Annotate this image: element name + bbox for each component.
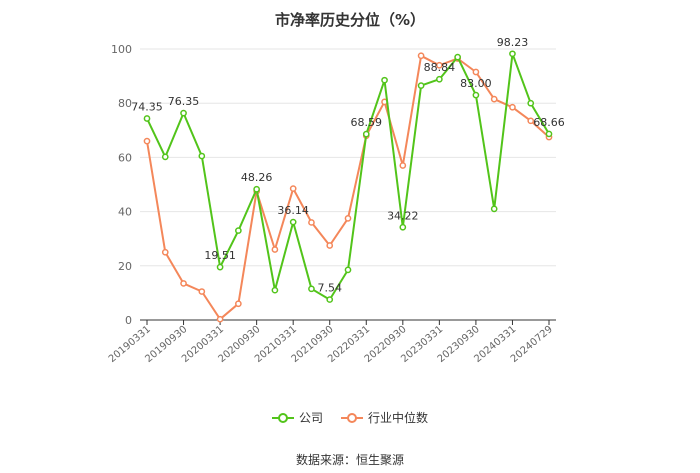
y-tick-label: 80 [118, 97, 132, 110]
data-point [545, 130, 553, 138]
data-point [436, 61, 443, 69]
data-label: 88.84 [424, 61, 456, 74]
data-point [271, 246, 279, 253]
data-point [216, 315, 224, 323]
data-point [509, 103, 516, 111]
data-point [161, 153, 169, 161]
data-point [235, 300, 242, 308]
data-label: 68.66 [533, 116, 565, 129]
data-label: 74.35 [131, 101, 163, 114]
series-lines [143, 50, 553, 323]
y-tick-label: 100 [111, 43, 132, 56]
y-tick-label: 40 [118, 206, 132, 219]
data-point [271, 286, 279, 294]
y-tick-label: 20 [118, 260, 132, 273]
data-point [454, 53, 461, 61]
legend-label: 行业中位数 [368, 411, 429, 425]
data-label: 48.26 [241, 171, 273, 184]
data-label: 34.22 [387, 209, 419, 222]
data-point [399, 223, 407, 231]
legend-label: 公司 [298, 411, 323, 425]
data-point [527, 117, 535, 125]
legend: 公司 行业中位数 [0, 409, 700, 426]
data-label: 83.00 [460, 77, 492, 90]
data-point [308, 285, 315, 293]
data-label: 98.23 [497, 36, 529, 49]
data-point [161, 248, 169, 256]
data-point [198, 152, 206, 160]
data-point [344, 215, 352, 222]
data-source-note: 数据来源：恒生聚源 [295, 453, 404, 467]
data-point [490, 95, 498, 103]
data-point [399, 162, 407, 169]
data-point [253, 185, 260, 193]
legend-item-industry-median[interactable]: 行业中位数 [341, 409, 428, 426]
data-label: 76.35 [168, 95, 200, 108]
data-point [472, 68, 480, 76]
data-label: 19.51 [204, 249, 236, 262]
data-point [326, 296, 334, 303]
data-label: 7.54 [317, 282, 342, 295]
data-point [235, 227, 242, 234]
data-point [381, 76, 388, 84]
data-point [143, 115, 151, 122]
legend-item-company[interactable]: 公司 [271, 409, 323, 426]
data-point [436, 75, 443, 83]
data-point [472, 91, 480, 99]
data-point [326, 242, 334, 249]
data-point [362, 130, 370, 138]
data-point [509, 50, 516, 58]
data-point [417, 82, 425, 89]
data-point [490, 205, 498, 213]
data-point [143, 137, 151, 145]
data-label: 36.14 [277, 204, 309, 217]
legend-line-marker-icon [341, 412, 363, 423]
chart-title: 市净率历史分位（%） [274, 11, 426, 29]
legend-line-marker-icon [271, 412, 294, 423]
axes: 0204060801002019033120190930202003312020… [107, 43, 555, 365]
y-tick-label: 60 [118, 151, 132, 164]
data-point [417, 52, 425, 60]
data-point [216, 263, 224, 271]
data-point [289, 185, 297, 192]
data-point [344, 266, 352, 274]
data-point [180, 280, 187, 287]
data-labels: 74.35 76.35 19.51 48.26 36.14 7.54 68.59 34.22 8… [131, 36, 565, 295]
data-point [527, 99, 535, 107]
data-point [198, 288, 206, 295]
data-point [180, 109, 187, 117]
y-tick-label: 0 [125, 314, 132, 327]
data-point [308, 219, 315, 226]
grid-lines [140, 48, 556, 321]
data-point [289, 218, 297, 226]
data-label: 68.59 [351, 116, 383, 129]
